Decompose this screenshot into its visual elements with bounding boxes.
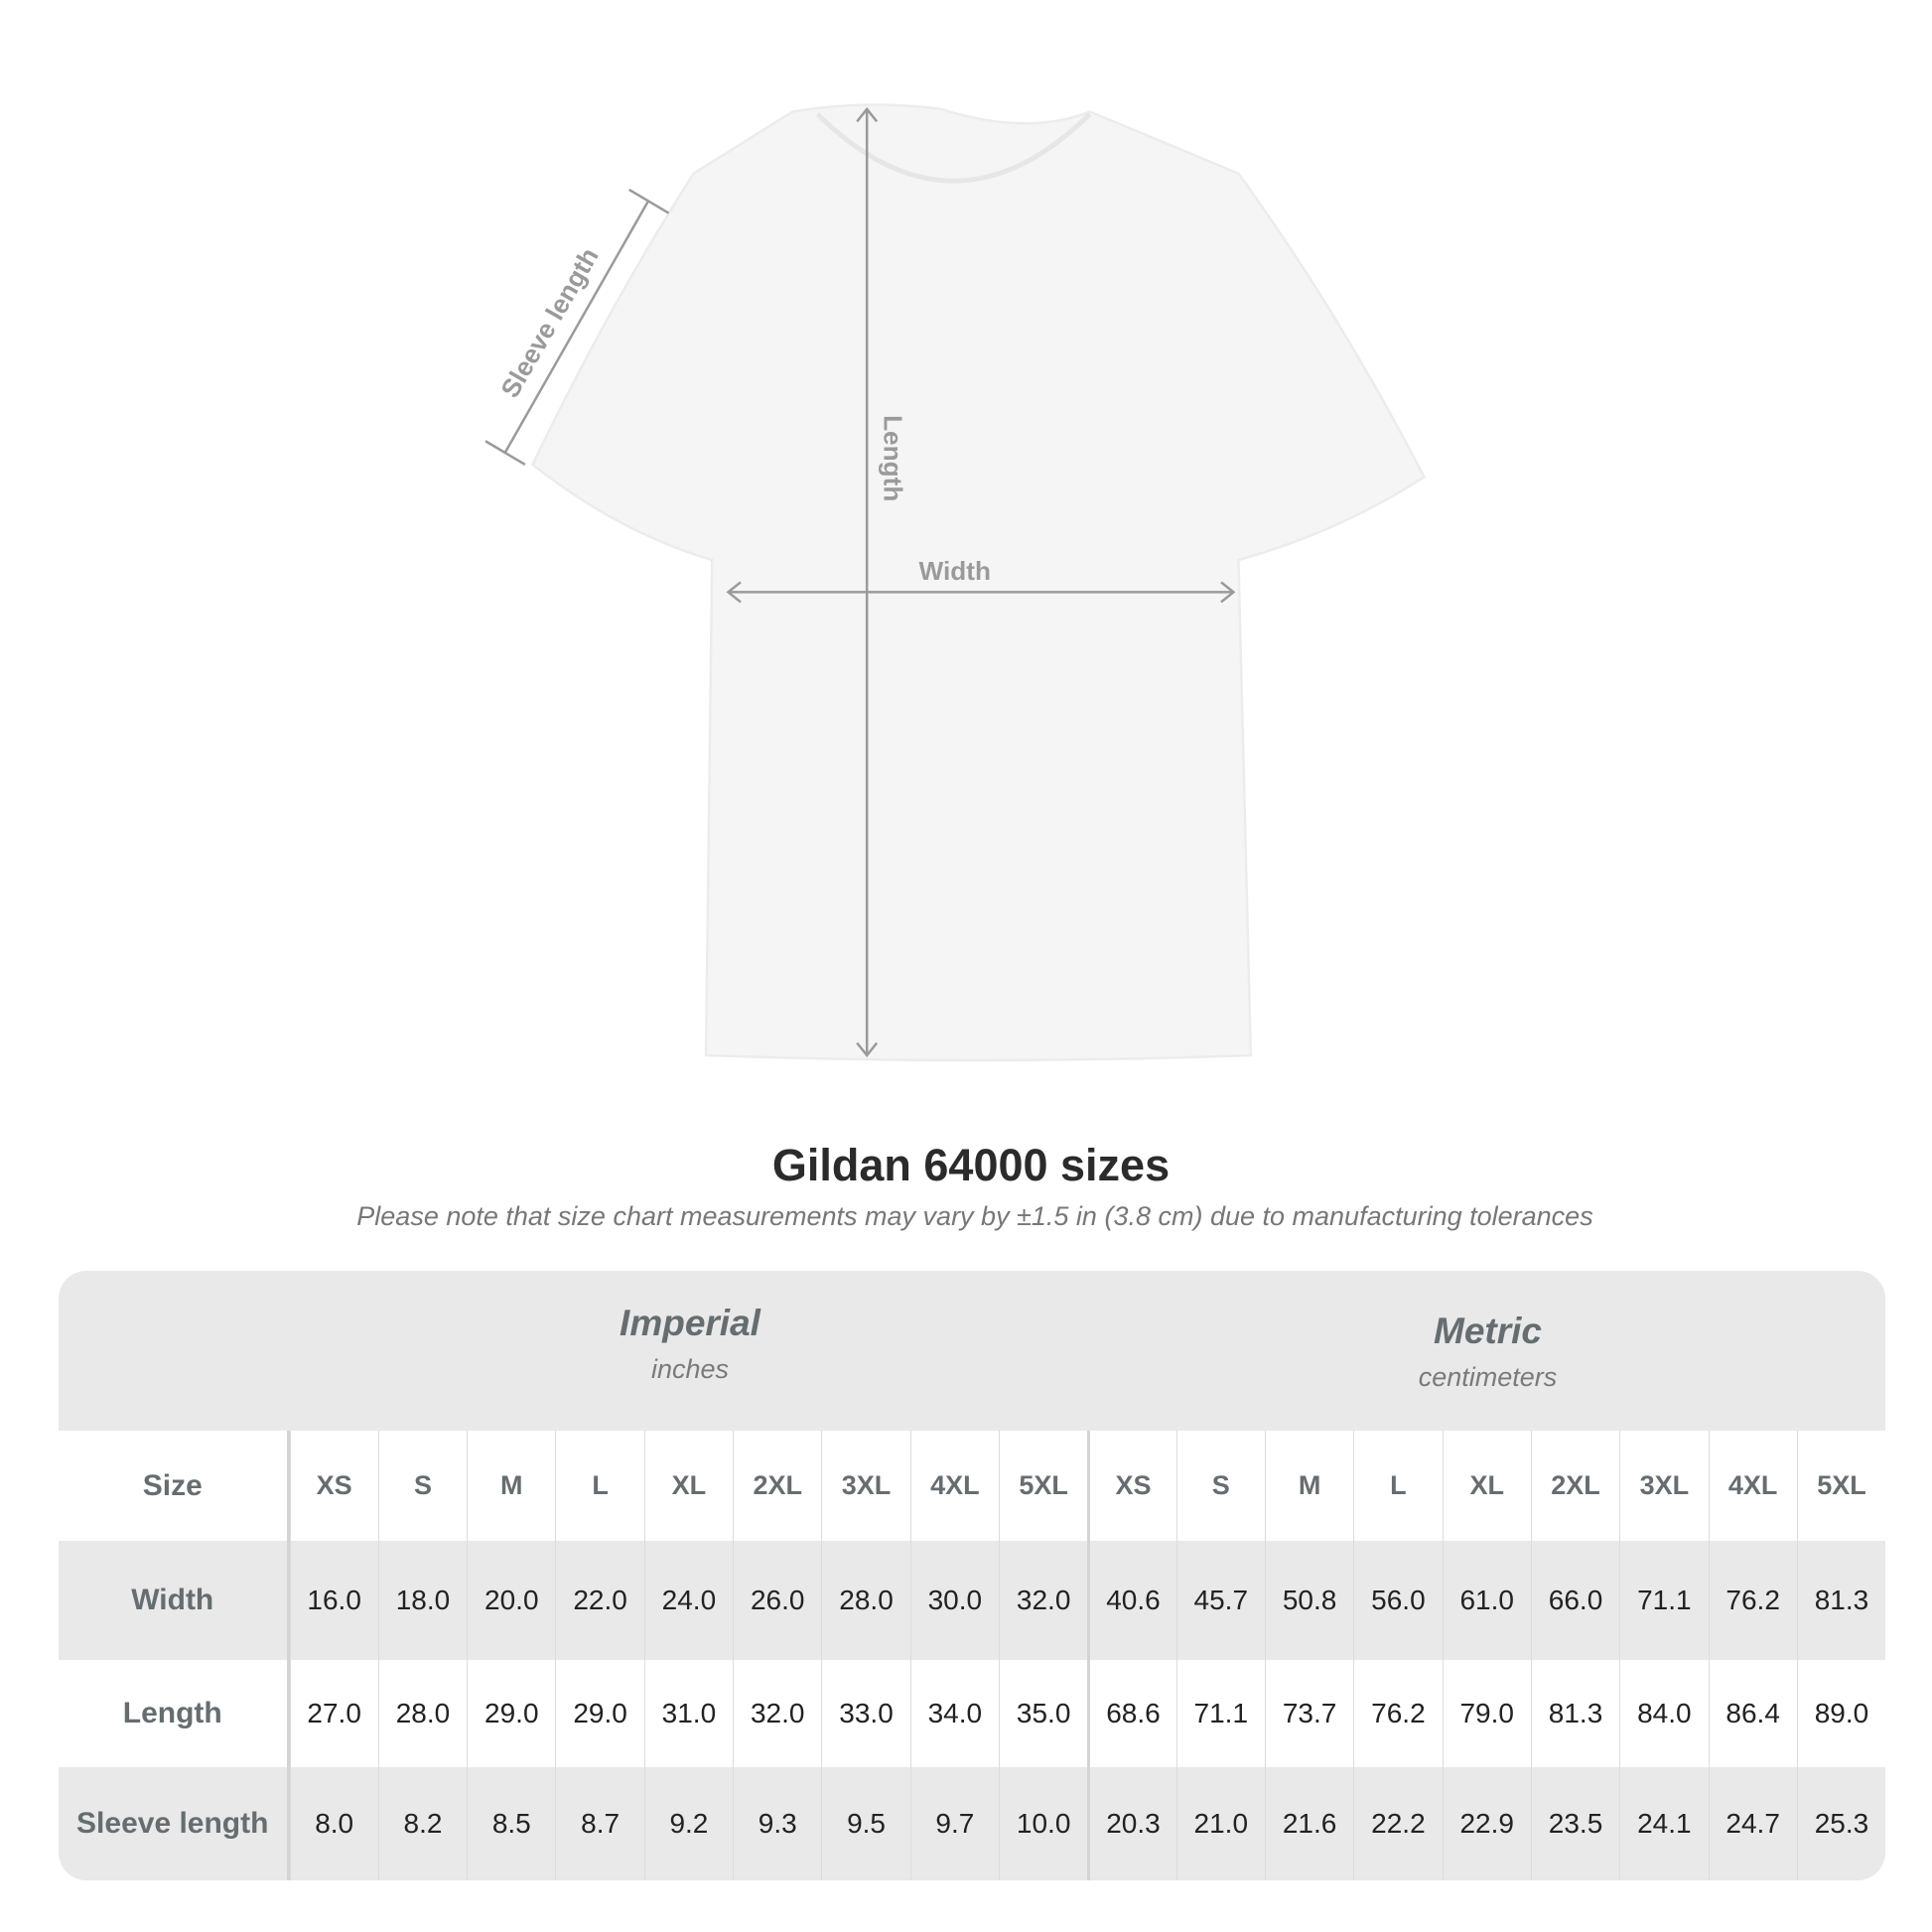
- size-table: Imperial inches Metric centimeters Size X…: [59, 1271, 1885, 1880]
- imperial-header: Imperial inches: [290, 1271, 1090, 1431]
- metric-value-cell: 76.2: [1353, 1660, 1442, 1767]
- size-header-cell: 2XL: [1530, 1431, 1619, 1541]
- imperial-value-cell: 34.0: [909, 1660, 999, 1767]
- imperial-title: Imperial: [620, 1303, 760, 1343]
- imperial-value-cell: 8.2: [377, 1767, 467, 1880]
- metric-value-cell: 45.7: [1175, 1541, 1265, 1660]
- metric-value-cell: 22.9: [1442, 1767, 1531, 1880]
- row-label: Length: [59, 1660, 290, 1767]
- size-header-cell: 5XL: [999, 1431, 1087, 1541]
- size-header-cell: XS: [289, 1431, 378, 1541]
- metric-value-cell: 61.0: [1442, 1541, 1531, 1660]
- imperial-value-cell: 28.0: [821, 1541, 909, 1660]
- imperial-value-cell: 9.2: [643, 1767, 733, 1880]
- imperial-value-cell: 27.0: [289, 1660, 378, 1767]
- metric-value-cell: 23.5: [1530, 1767, 1619, 1880]
- imperial-value-cell: 31.0: [643, 1660, 733, 1767]
- width-arrow-head-left: [726, 581, 742, 604]
- imperial-value-cell: 9.3: [733, 1767, 821, 1880]
- size-header-cell: S: [377, 1431, 467, 1541]
- imperial-value-cell: 33.0: [821, 1660, 909, 1767]
- row-label: Width: [59, 1541, 290, 1660]
- size-header-cell: 4XL: [1708, 1431, 1797, 1541]
- metric-value-cell: 79.0: [1442, 1660, 1531, 1767]
- size-header-row: Size XS S M L XL 2XL 3XL 4XL 5XL XS S M L XL 2XL 3XL 4XL 5…: [59, 1431, 1885, 1541]
- imperial-value-cell: 29.0: [467, 1660, 555, 1767]
- row-label: Size: [59, 1431, 290, 1541]
- imperial-value-cell: 29.0: [555, 1660, 643, 1767]
- imperial-value-cell: 30.0: [909, 1541, 999, 1660]
- metric-unit: centimeters: [1418, 1362, 1558, 1392]
- table-row: Length 27.0 28.0 29.0 29.0 31.0 32.0 33.0 34.0 35…: [59, 1660, 1885, 1767]
- imperial-value-cell: 35.0: [999, 1660, 1087, 1767]
- width-label: Width: [919, 556, 991, 586]
- metric-value-cell: 25.3: [1796, 1767, 1885, 1880]
- tolerance-note: Please note that size chart measurements…: [356, 1201, 1593, 1231]
- size-header-cell: M: [467, 1431, 555, 1541]
- imperial-value-cell: 24.0: [643, 1541, 733, 1660]
- metric-value-cell: 68.6: [1087, 1660, 1175, 1767]
- imperial-value-cell: 8.7: [555, 1767, 643, 1880]
- imperial-value-cell: 28.0: [377, 1660, 467, 1767]
- metric-title: Metric: [1434, 1311, 1542, 1351]
- sleeve-arrow: [503, 201, 649, 454]
- metric-value-cell: 71.1: [1175, 1660, 1265, 1767]
- imperial-value-cell: 26.0: [733, 1541, 821, 1660]
- tshirt-shape: [530, 103, 1427, 1062]
- metric-value-cell: 21.0: [1175, 1767, 1265, 1880]
- size-header-cell: 5XL: [1796, 1431, 1885, 1541]
- table-row: Sleeve length 8.0 8.2 8.5 8.7 9.2 9.3 9.5 9.7 10.…: [59, 1767, 1885, 1880]
- imperial-value-cell: 22.0: [555, 1541, 643, 1660]
- imperial-value-cell: 16.0: [289, 1541, 378, 1660]
- imperial-value-cell: 32.0: [733, 1660, 821, 1767]
- metric-value-cell: 20.3: [1087, 1767, 1175, 1880]
- metric-value-cell: 24.1: [1619, 1767, 1708, 1880]
- metric-value-cell: 89.0: [1796, 1660, 1885, 1767]
- size-header-cell: 3XL: [1619, 1431, 1708, 1541]
- size-header-cell: 2XL: [733, 1431, 821, 1541]
- size-header-cell: XL: [643, 1431, 733, 1541]
- metric-value-cell: 81.3: [1796, 1541, 1885, 1660]
- collar: [815, 112, 1092, 184]
- table-row: Width 16.0 18.0 20.0 22.0 24.0 26.0 28.0 30.0 32.…: [59, 1541, 1885, 1660]
- width-arrow-head-right: [1220, 581, 1236, 604]
- metric-value-cell: 40.6: [1087, 1541, 1175, 1660]
- size-header-cell: S: [1175, 1431, 1265, 1541]
- size-header-cell: 4XL: [909, 1431, 999, 1541]
- size-header-cell: XL: [1442, 1431, 1531, 1541]
- imperial-value-cell: 9.5: [821, 1767, 909, 1880]
- size-header-cell: L: [1353, 1431, 1442, 1541]
- metric-value-cell: 24.7: [1708, 1767, 1797, 1880]
- imperial-value-cell: 8.0: [289, 1767, 378, 1880]
- tshirt-diagram: Length Width Sleeve length: [484, 103, 1427, 1062]
- metric-header: Metric centimeters: [1090, 1271, 1885, 1431]
- metric-value-cell: 86.4: [1708, 1660, 1797, 1767]
- row-label: Sleeve length: [59, 1767, 290, 1880]
- metric-value-cell: 73.7: [1264, 1660, 1353, 1767]
- metric-value-cell: 22.2: [1353, 1767, 1442, 1880]
- imperial-value-cell: 8.5: [467, 1767, 555, 1880]
- size-header-cell: M: [1264, 1431, 1353, 1541]
- length-arrow-head-top: [856, 106, 879, 123]
- imperial-value-cell: 10.0: [999, 1767, 1087, 1880]
- imperial-value-cell: 32.0: [999, 1541, 1087, 1660]
- metric-value-cell: 66.0: [1530, 1541, 1619, 1660]
- imperial-value-cell: 20.0: [467, 1541, 555, 1660]
- size-header-cell: 3XL: [821, 1431, 909, 1541]
- metric-value-cell: 76.2: [1708, 1541, 1797, 1660]
- page-title: Gildan 64000 sizes: [771, 1140, 1171, 1190]
- size-header-cell: XS: [1087, 1431, 1175, 1541]
- size-header-cell: L: [555, 1431, 643, 1541]
- imperial-value-cell: 18.0: [377, 1541, 467, 1660]
- metric-value-cell: 21.6: [1264, 1767, 1353, 1880]
- metric-value-cell: 81.3: [1530, 1660, 1619, 1767]
- metric-value-cell: 71.1: [1619, 1541, 1708, 1660]
- length-label: Length: [879, 415, 908, 501]
- length-arrow-head-bottom: [856, 1041, 879, 1057]
- metric-value-cell: 84.0: [1619, 1660, 1708, 1767]
- imperial-value-cell: 9.7: [909, 1767, 999, 1880]
- imperial-unit: inches: [650, 1354, 730, 1384]
- metric-value-cell: 56.0: [1353, 1541, 1442, 1660]
- metric-value-cell: 50.8: [1264, 1541, 1353, 1660]
